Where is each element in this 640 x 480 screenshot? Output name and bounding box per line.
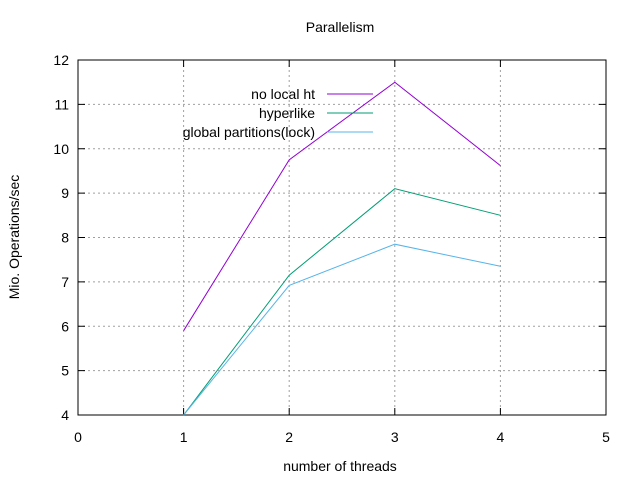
- y-tick-label: 8: [61, 230, 69, 246]
- legend-label: no local ht: [251, 86, 315, 102]
- y-tick-label: 7: [61, 274, 69, 290]
- grid: [78, 60, 606, 415]
- y-tick-label: 5: [61, 363, 69, 379]
- y-tick-label: 12: [53, 52, 69, 68]
- legend-label: global partitions(lock): [183, 124, 315, 140]
- x-tick-label: 5: [602, 429, 610, 445]
- legend-label: hyperlike: [259, 105, 315, 121]
- y-tick-label: 6: [61, 318, 69, 334]
- chart-title: Parallelism: [306, 19, 374, 35]
- series-line-1: [183, 81, 501, 331]
- y-tick-label: 9: [61, 185, 69, 201]
- legend: no local ht hyperlike global partitions(lo…: [183, 86, 373, 140]
- plot-frame: [77, 59, 607, 416]
- x-tick-label: 0: [74, 429, 82, 445]
- y-tick-label: 4: [61, 407, 69, 423]
- x-tick-label: 2: [285, 429, 293, 445]
- y-axis-title: Mio. Operations/sec: [6, 175, 22, 300]
- series-line-3: [183, 243, 501, 416]
- series-lines: [183, 81, 501, 416]
- x-tick-label: 4: [497, 429, 505, 445]
- x-axis-title: number of threads: [283, 458, 397, 474]
- x-tick-label: 1: [180, 429, 188, 445]
- y-tick-label: 11: [54, 96, 69, 112]
- x-tick-label: 3: [391, 429, 399, 445]
- y-tick-label: 10: [53, 141, 69, 157]
- series-line-2: [183, 188, 501, 416]
